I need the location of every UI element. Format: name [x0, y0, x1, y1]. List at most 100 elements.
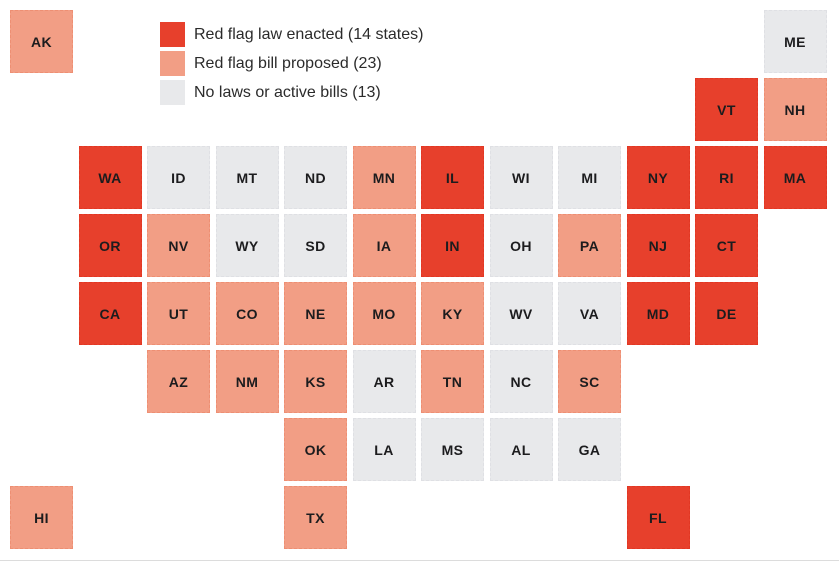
state-abbr-label: GA: [578, 441, 601, 458]
state-tile-ky: KY: [421, 282, 484, 345]
legend-item-enacted: Red flag law enacted (14 states): [160, 22, 423, 47]
state-abbr-label: CA: [99, 305, 121, 322]
state-tile-ga: GA: [558, 418, 621, 481]
state-tile-mo: MO: [352, 282, 416, 345]
state-tile-ny: NY: [626, 146, 690, 209]
state-abbr-label: VA: [579, 305, 600, 322]
state-tile-nh: NH: [763, 78, 827, 141]
state-abbr-label: AL: [511, 441, 531, 458]
state-abbr-label: CT: [716, 237, 737, 254]
state-tile-hi: HI: [10, 486, 73, 549]
state-tile-sd: SD: [284, 214, 347, 277]
state-abbr-label: WA: [98, 169, 122, 186]
state-abbr-label: IA: [376, 237, 392, 254]
state-tile-me: ME: [763, 10, 827, 73]
state-abbr-label: KY: [442, 305, 463, 322]
state-abbr-label: NJ: [648, 237, 668, 254]
state-tile-ok: OK: [284, 418, 347, 481]
state-tile-mn: MN: [352, 146, 416, 209]
state-tile-mt: MT: [215, 146, 279, 209]
state-tile-nv: NV: [147, 214, 210, 277]
state-abbr-label: MD: [646, 305, 670, 322]
state-abbr-label: IN: [445, 237, 460, 254]
state-tile-de: DE: [695, 282, 758, 345]
state-abbr-label: RI: [719, 169, 734, 186]
state-abbr-label: MI: [581, 169, 598, 186]
state-abbr-label: DE: [716, 305, 737, 322]
state-abbr-label: WI: [512, 169, 530, 186]
state-abbr-label: OH: [510, 237, 532, 254]
state-tile-mi: MI: [558, 146, 621, 209]
state-tile-ct: CT: [695, 214, 758, 277]
legend-label-none: No laws or active bills (13): [194, 84, 381, 101]
state-abbr-label: ND: [304, 169, 327, 186]
state-tile-ia: IA: [352, 214, 416, 277]
state-tile-la: LA: [352, 418, 416, 481]
state-tile-tn: TN: [421, 350, 484, 413]
state-tile-ma: MA: [763, 146, 827, 209]
state-tile-tx: TX: [284, 486, 347, 549]
state-grid: AK ME VT NH WA ID MT ND MN IL WI MI NY RI MA OR NV WY SD IA…: [10, 10, 827, 549]
state-tile-ks: KS: [284, 350, 347, 413]
state-tile-va: VA: [558, 282, 621, 345]
state-abbr-label: OR: [99, 237, 121, 254]
state-tile-co: CO: [215, 282, 279, 345]
state-abbr-label: NY: [647, 169, 669, 186]
state-abbr-label: SC: [579, 373, 600, 390]
state-tile-az: AZ: [147, 350, 210, 413]
state-abbr-label: HI: [34, 509, 49, 526]
state-abbr-label: MS: [441, 441, 464, 458]
state-abbr-label: NV: [168, 237, 189, 254]
state-abbr-label: MO: [372, 305, 396, 322]
state-abbr-label: WY: [235, 237, 259, 254]
state-abbr-label: OK: [304, 441, 327, 458]
state-tile-id: ID: [147, 146, 210, 209]
state-abbr-label: MA: [783, 169, 807, 186]
state-tile-oh: OH: [489, 214, 553, 277]
state-tile-nc: NC: [489, 350, 553, 413]
state-abbr-label: KS: [305, 373, 326, 390]
state-abbr-label: PA: [579, 237, 600, 254]
state-abbr-label: NC: [510, 373, 532, 390]
state-tile-md: MD: [626, 282, 690, 345]
state-abbr-label: MT: [236, 169, 258, 186]
state-tile-wy: WY: [215, 214, 279, 277]
state-abbr-label: TX: [306, 509, 325, 526]
legend-label-enacted: Red flag law enacted (14 states): [194, 26, 424, 43]
state-abbr-label: AK: [30, 33, 53, 50]
state-abbr-label: WV: [509, 305, 533, 322]
state-abbr-label: AZ: [168, 373, 189, 390]
state-tile-sc: SC: [558, 350, 621, 413]
state-abbr-label: NH: [784, 101, 806, 118]
state-abbr-label: FL: [649, 509, 667, 526]
state-tile-il: IL: [421, 146, 484, 209]
state-tile-wv: WV: [489, 282, 553, 345]
state-tile-or: OR: [78, 214, 142, 277]
state-tile-ri: RI: [695, 146, 758, 209]
state-abbr-label: AR: [373, 373, 395, 390]
state-abbr-label: ME: [784, 33, 806, 50]
legend-item-proposed: Red flag bill proposed (23): [160, 51, 423, 76]
state-tile-ne: NE: [284, 282, 347, 345]
state-tile-al: AL: [489, 418, 553, 481]
state-abbr-label: NM: [235, 373, 259, 390]
state-abbr-label: VT: [717, 101, 736, 118]
state-abbr-label: MN: [372, 169, 396, 186]
state-tile-fl: FL: [626, 486, 690, 549]
legend-item-none: No laws or active bills (13): [160, 80, 423, 105]
state-tile-nj: NJ: [626, 214, 690, 277]
state-tile-in: IN: [421, 214, 484, 277]
state-tile-ms: MS: [421, 418, 484, 481]
state-abbr-label: IL: [445, 169, 460, 186]
state-tile-nm: NM: [215, 350, 279, 413]
state-tile-ak: AK: [10, 10, 73, 73]
legend: Red flag law enacted (14 states) Red fla…: [160, 22, 423, 105]
state-abbr-label: NE: [305, 305, 326, 322]
legend-swatch-none: [160, 80, 185, 105]
state-tile-vt: VT: [695, 78, 758, 141]
state-tile-ar: AR: [352, 350, 416, 413]
state-abbr-label: TN: [442, 373, 463, 390]
state-tile-pa: PA: [558, 214, 621, 277]
legend-label-proposed: Red flag bill proposed (23): [194, 55, 382, 72]
state-tile-wi: WI: [489, 146, 553, 209]
